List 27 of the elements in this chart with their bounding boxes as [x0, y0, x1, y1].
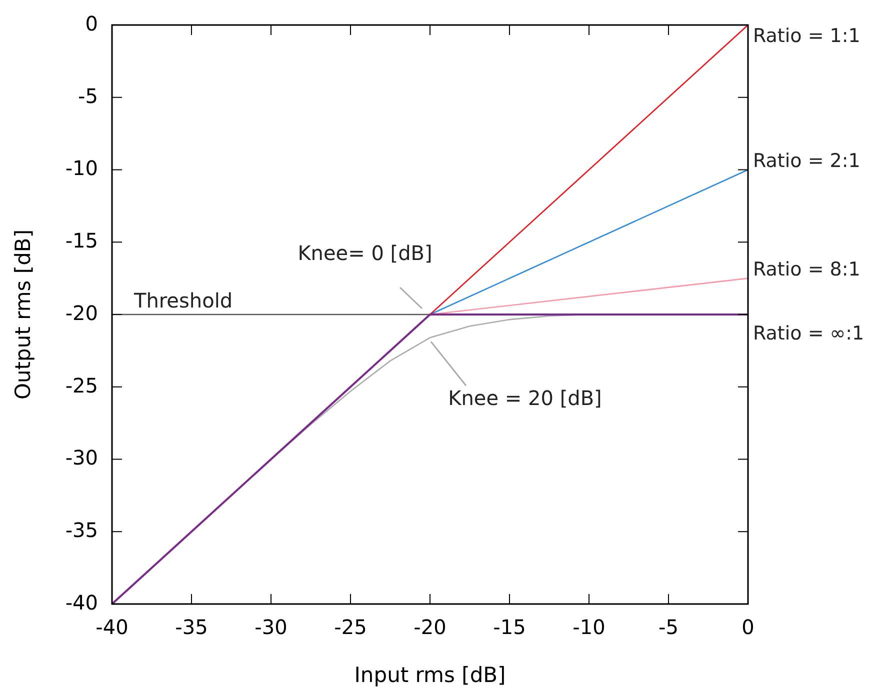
x-tick-label: -10 — [572, 615, 606, 639]
series-label: Ratio = 1:1 — [753, 25, 860, 48]
y-tick-label: -20 — [65, 300, 98, 325]
x-tick-label: 0 — [742, 615, 754, 639]
x-tick-label: -15 — [493, 615, 526, 639]
x-tick-label: -35 — [175, 615, 208, 639]
series-label: Ratio = ∞:1 — [753, 322, 864, 345]
y-tick-label: 0 — [85, 11, 98, 36]
y-tick-label: -35 — [65, 518, 98, 542]
x-tick-label: -20 — [414, 615, 446, 639]
annotation: Knee= 0 [dB] — [298, 240, 432, 265]
series-label: Ratio = 2:1 — [753, 150, 860, 172]
y-tick-label: -10 — [65, 156, 98, 180]
series-label: Ratio = 8:1 — [753, 258, 860, 281]
y-tick-label: -5 — [78, 84, 98, 108]
annotation: Knee = 20 [dB] — [448, 386, 602, 410]
x-tick-label: -30 — [254, 615, 288, 639]
y-tick-label: -25 — [65, 373, 98, 398]
x-tick-label: -25 — [334, 615, 367, 639]
y-tick-label: -15 — [65, 228, 98, 253]
y-tick-label: -30 — [65, 446, 98, 470]
x-axis-title: Input rms [dB] — [354, 663, 506, 687]
ref-line-label: Threshold — [133, 288, 233, 312]
x-tick-label: -5 — [658, 615, 678, 639]
x-tick-label: -40 — [96, 615, 128, 639]
y-axis-title: Output rms [dB] — [11, 229, 35, 400]
y-tick-label: -40 — [65, 590, 98, 614]
